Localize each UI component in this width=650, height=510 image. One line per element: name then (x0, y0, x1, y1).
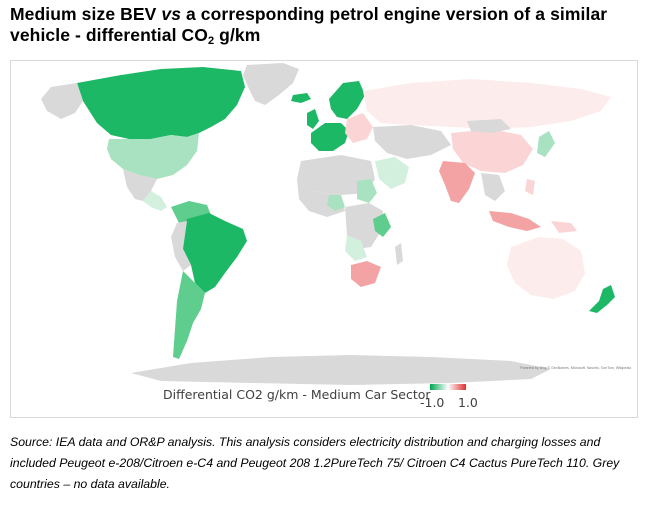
region-japan[interactable] (537, 131, 555, 157)
legend-min-label: -1.0 (420, 395, 445, 410)
region-uk[interactable] (307, 109, 319, 129)
region-india[interactable] (439, 161, 475, 203)
region-new-zealand[interactable] (589, 285, 615, 313)
region-eastern-europe[interactable] (345, 113, 373, 143)
region-antarctica[interactable] (131, 355, 551, 385)
title-line1: Medium size BEV (10, 4, 162, 24)
legend-max-label: 1.0 (458, 395, 478, 410)
region-papua[interactable] (551, 221, 577, 233)
region-russia[interactable] (363, 79, 611, 129)
region-mexico[interactable] (123, 169, 157, 201)
choropleth-map[interactable]: Powered by Bing © GeoNames, Microsoft, N… (10, 60, 638, 418)
region-nigeria[interactable] (327, 195, 345, 211)
region-mongolia[interactable] (467, 119, 511, 133)
region-southeast-asia[interactable] (481, 173, 505, 201)
title-line1-rest: a corresponding petrol engine version of… (181, 4, 608, 24)
region-australia[interactable] (507, 237, 585, 299)
region-south-africa[interactable] (351, 261, 381, 287)
region-greenland[interactable] (243, 63, 299, 105)
region-indonesia[interactable] (489, 211, 541, 231)
region-southern-central-africa[interactable] (345, 235, 367, 261)
region-arabia[interactable] (375, 157, 409, 189)
title-subscript: 2 (207, 35, 215, 47)
title-line2-rest: g/km (214, 25, 261, 45)
region-brazil[interactable] (181, 213, 247, 293)
region-china[interactable] (451, 129, 533, 173)
region-central-america[interactable] (143, 191, 167, 211)
region-argentina-chile[interactable] (173, 271, 205, 359)
region-north-africa[interactable] (297, 155, 375, 195)
region-iceland[interactable] (291, 93, 311, 103)
region-sudan[interactable] (357, 179, 377, 203)
map-title: Medium size BEV vs a corresponding petro… (10, 4, 640, 47)
region-scandinavia[interactable] (329, 81, 365, 119)
region-madagascar[interactable] (395, 243, 403, 265)
region-central-africa[interactable] (345, 203, 383, 249)
title-line2: vehicle - differential CO (10, 25, 208, 45)
region-central-asia[interactable] (373, 125, 451, 159)
region-usa[interactable] (107, 133, 199, 179)
region-canada[interactable] (77, 67, 245, 139)
legend-gradient-bar (430, 384, 466, 390)
region-western-europe[interactable] (311, 123, 349, 151)
title-vs: vs (161, 4, 182, 24)
region-east-africa[interactable] (373, 213, 391, 237)
region-philippines[interactable] (525, 179, 535, 195)
world-map-svg (41, 63, 615, 385)
source-note: Source: IEA data and OR&P analysis. This… (10, 435, 620, 491)
region-alaska[interactable] (41, 83, 83, 119)
map-attribution: Powered by Bing © GeoNames, Microsoft, N… (520, 366, 631, 370)
region-peru-bolivia[interactable] (171, 221, 191, 271)
legend-title: Differential CO2 g/km - Medium Car Secto… (163, 387, 431, 402)
